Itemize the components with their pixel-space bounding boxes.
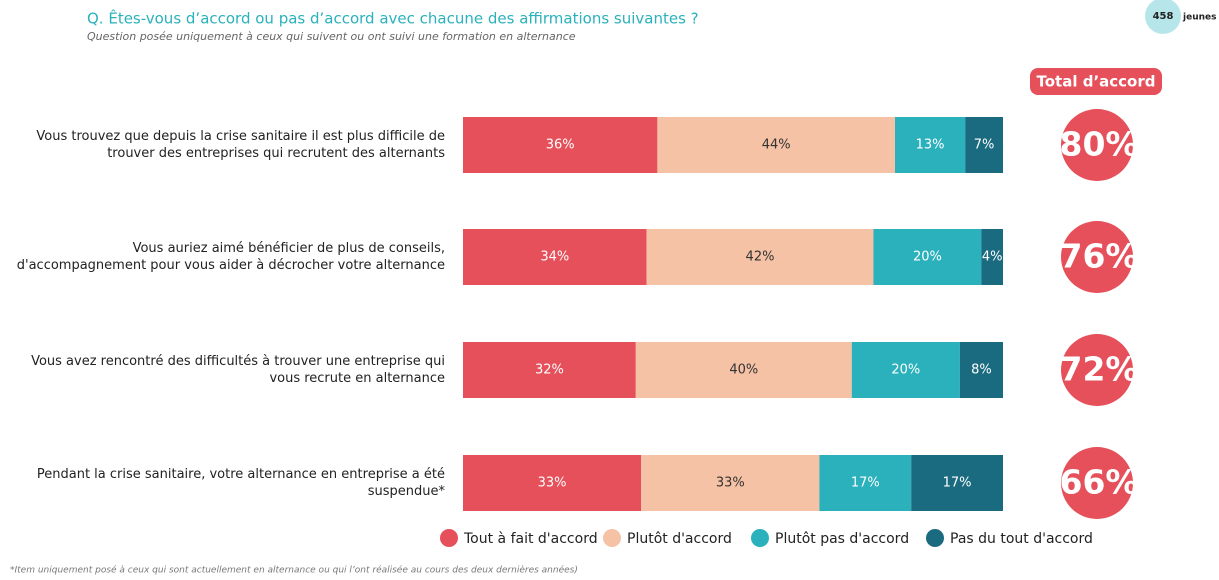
value-label: 34% (540, 250, 569, 265)
sample-label: jeunes (1182, 13, 1216, 23)
total-circle (1061, 334, 1133, 406)
bar-segment (646, 229, 874, 285)
bar-segment (635, 342, 852, 398)
total-label: 80% (1060, 125, 1139, 164)
bar-segment (819, 455, 912, 511)
total-circle (1061, 447, 1133, 519)
value-label: 20% (891, 363, 920, 378)
value-label: 40% (729, 363, 758, 378)
total-label: 76% (1060, 237, 1139, 276)
total-circle (1061, 109, 1133, 181)
bar-segment (965, 117, 1003, 173)
chart-title: Q. Êtes-vous d’accord ou pas d’accord av… (87, 9, 699, 28)
legend-swatch (751, 529, 769, 547)
category-label: Vous avez rencontré des difficultés à tr… (31, 354, 445, 386)
value-label: 13% (916, 138, 945, 153)
value-label: 4% (982, 250, 1003, 265)
sample-count: 458 (1153, 11, 1174, 22)
value-label: 17% (851, 476, 880, 491)
footnote: *Item uniquement posé à ceux qui sont ac… (10, 565, 578, 576)
value-label: 17% (943, 476, 972, 491)
bar-segment (463, 117, 658, 173)
legend-label: Pas du tout d'accord (950, 531, 1093, 547)
total-label: 72% (1060, 350, 1139, 389)
bar-segment (873, 229, 982, 285)
value-label: 33% (538, 476, 567, 491)
bar-segment (641, 455, 820, 511)
value-label: 42% (746, 250, 775, 265)
value-label: 33% (716, 476, 745, 491)
totals-header (1030, 68, 1162, 95)
bar-segment (981, 229, 1003, 285)
legend-swatch (926, 529, 944, 547)
value-label: 44% (762, 138, 791, 153)
total-circle (1061, 221, 1133, 293)
bar-segment (657, 117, 895, 173)
value-label: 36% (546, 138, 575, 153)
value-label: 20% (913, 250, 942, 265)
value-label: 32% (535, 363, 564, 378)
total-label: 66% (1060, 463, 1139, 502)
chart-subtitle: Question posée uniquement à ceux qui sui… (87, 30, 576, 43)
bar-segment (911, 455, 1003, 511)
totals-title: Total d’accord (1037, 73, 1156, 91)
value-label: 7% (974, 138, 995, 153)
legend-label: Plutôt d'accord (627, 531, 732, 547)
bar-segment (463, 342, 636, 398)
legend-swatch (440, 529, 458, 547)
category-label: Vous trouvez que depuis la crise sanitai… (36, 129, 445, 161)
sample-badge (1145, 0, 1181, 34)
legend-swatch (603, 529, 621, 547)
bar-segment (463, 455, 642, 511)
category-label: Vous auriez aimé bénéficier de plus de c… (16, 241, 445, 273)
bar-segment (851, 342, 960, 398)
legend-label: Tout à fait d'accord (463, 531, 598, 547)
bar-segment (959, 342, 1003, 398)
bar-segment (463, 229, 647, 285)
category-label: Pendant la crise sanitaire, votre altern… (36, 467, 445, 499)
bar-segment (895, 117, 966, 173)
value-label: 8% (971, 363, 992, 378)
legend-label: Plutôt pas d'accord (775, 531, 909, 547)
